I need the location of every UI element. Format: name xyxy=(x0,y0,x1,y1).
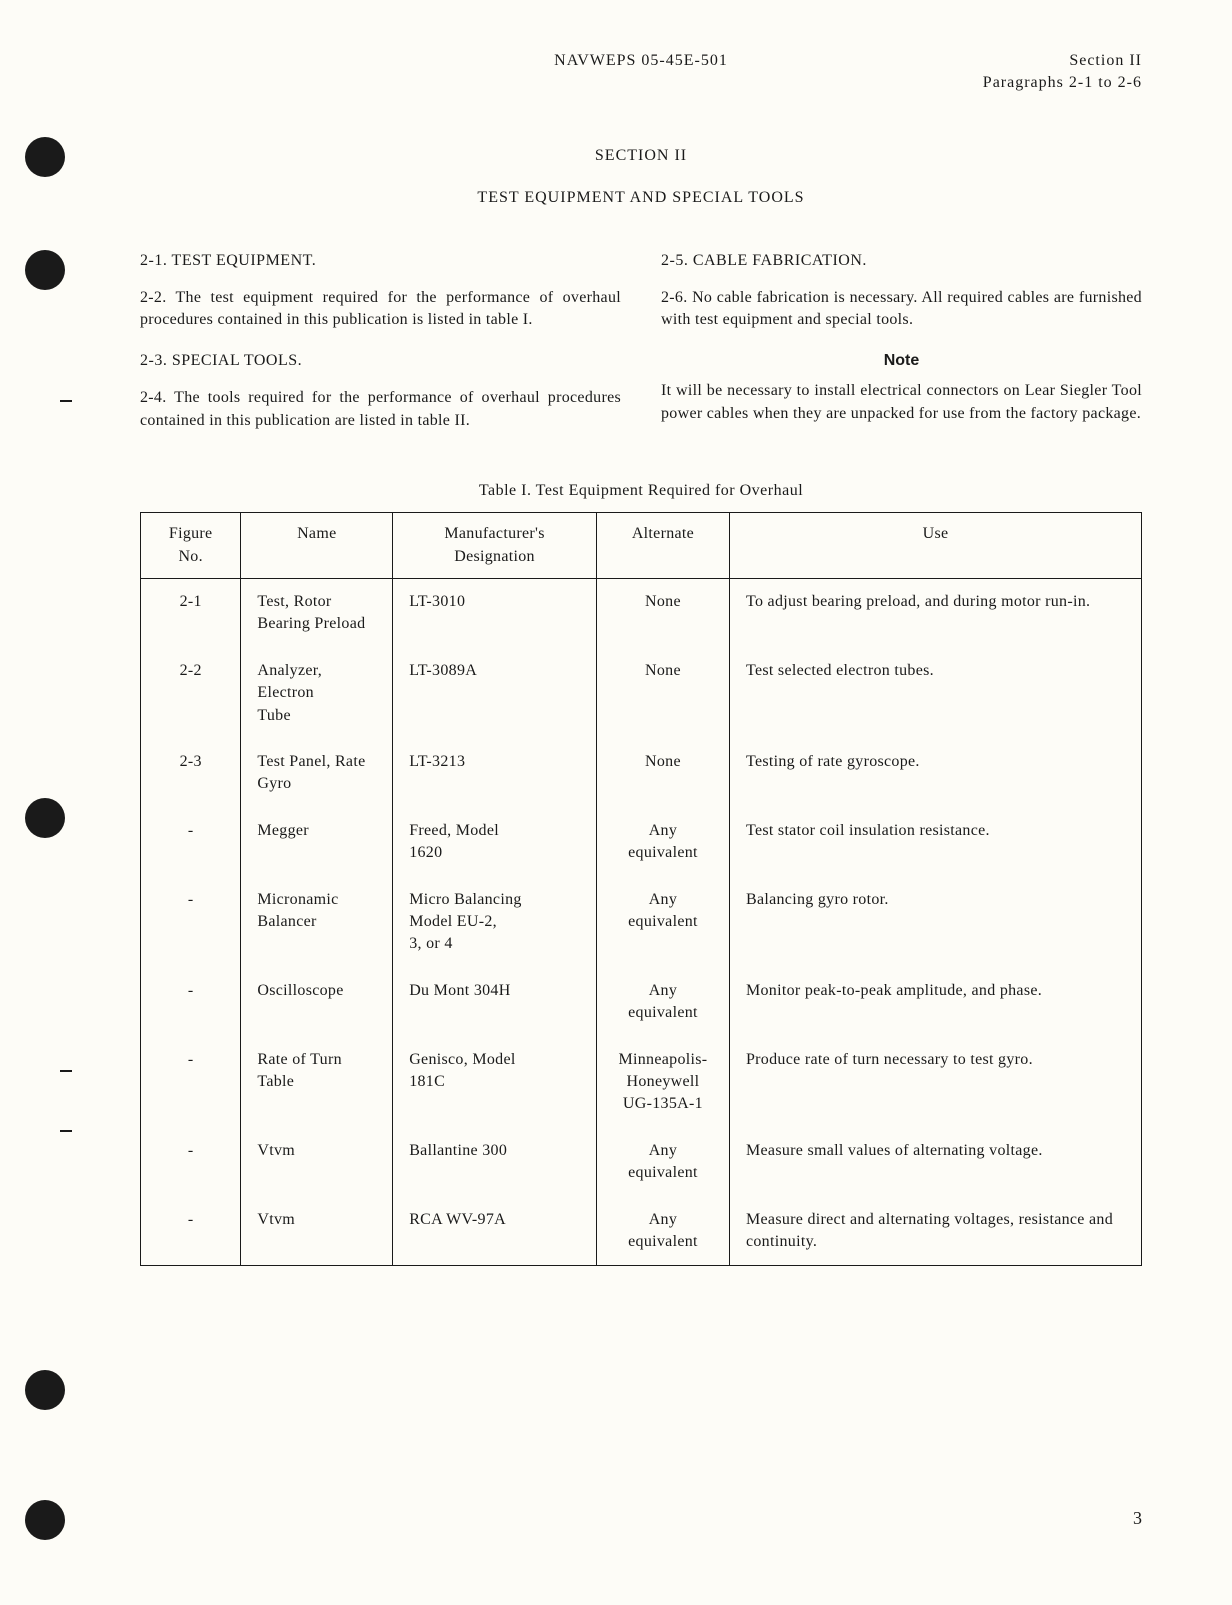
table-cell: Ballantine 300 xyxy=(393,1128,597,1197)
table-cell: Any equivalent xyxy=(596,877,729,968)
body-columns: 2-1. TEST EQUIPMENT. 2-2. The test equip… xyxy=(140,250,1142,450)
table-cell: - xyxy=(141,877,241,968)
equipment-table: Figure No.NameManufacturer's Designation… xyxy=(140,512,1142,1266)
table-row: -MeggerFreed, Model 1620Any equivalentTe… xyxy=(141,808,1142,877)
punch-hole xyxy=(25,1370,65,1410)
punch-hole xyxy=(25,250,65,290)
table-cell: Freed, Model 1620 xyxy=(393,808,597,877)
table-cell: LT-3089A xyxy=(393,648,597,739)
table-cell: Megger xyxy=(241,808,393,877)
para-2-6: 2-6. No cable fabrication is necessary. … xyxy=(661,287,1142,332)
table-cell: - xyxy=(141,1128,241,1197)
table-cell: 2-3 xyxy=(141,739,241,808)
table-body: 2-1Test, Rotor Bearing PreloadLT-3010Non… xyxy=(141,579,1142,1266)
table-cell: Any equivalent xyxy=(596,1197,729,1266)
table-cell: Du Mont 304H xyxy=(393,968,597,1037)
margin-dash xyxy=(60,1130,72,1132)
table-caption: Table I. Test Equipment Required for Ove… xyxy=(140,480,1142,502)
note-text: It will be necessary to install electric… xyxy=(661,380,1142,425)
table-cell: None xyxy=(596,579,729,648)
table-cell: None xyxy=(596,648,729,739)
table-row: -Rate of Turn TableGenisco, Model 181CMi… xyxy=(141,1037,1142,1128)
left-column: 2-1. TEST EQUIPMENT. 2-2. The test equip… xyxy=(140,250,621,450)
table-cell: RCA WV-97A xyxy=(393,1197,597,1266)
table-cell: Any equivalent xyxy=(596,968,729,1037)
heading-2-3: 2-3. SPECIAL TOOLS. xyxy=(140,350,621,372)
doc-id: NAVWEPS 05-45E-501 xyxy=(554,50,728,95)
table-cell: Measure direct and alternating voltages,… xyxy=(729,1197,1141,1266)
page-header: NAVWEPS 05-45E-501 Section II Paragraphs… xyxy=(140,50,1142,95)
table-cell: Produce rate of turn necessary to test g… xyxy=(729,1037,1141,1128)
table-row: 2-1Test, Rotor Bearing PreloadLT-3010Non… xyxy=(141,579,1142,648)
table-column-header: Use xyxy=(729,513,1141,579)
table-cell: Genisco, Model 181C xyxy=(393,1037,597,1128)
table-cell: Vtvm xyxy=(241,1128,393,1197)
section-title: SECTION II xyxy=(140,145,1142,167)
note-label: Note xyxy=(661,350,1142,372)
table-cell: Testing of rate gyroscope. xyxy=(729,739,1141,808)
table-cell: - xyxy=(141,968,241,1037)
table-cell: LT-3213 xyxy=(393,739,597,808)
table-cell: Minneapolis- Honeywell UG-135A-1 xyxy=(596,1037,729,1128)
table-cell: None xyxy=(596,739,729,808)
table-row: 2-3Test Panel, Rate GyroLT-3213NoneTesti… xyxy=(141,739,1142,808)
para-2-2: 2-2. The test equipment required for the… xyxy=(140,287,621,332)
margin-dash xyxy=(60,1070,72,1072)
table-column-header: Name xyxy=(241,513,393,579)
table-header-row: Figure No.NameManufacturer's Designation… xyxy=(141,513,1142,579)
punch-hole xyxy=(25,1500,65,1540)
table-cell: Monitor peak-to-peak amplitude, and phas… xyxy=(729,968,1141,1037)
table-cell: - xyxy=(141,1037,241,1128)
table-cell: Oscilloscope xyxy=(241,968,393,1037)
table-cell: LT-3010 xyxy=(393,579,597,648)
para-2-4: 2-4. The tools required for the performa… xyxy=(140,387,621,432)
table-cell: To adjust bearing preload, and during mo… xyxy=(729,579,1141,648)
table-cell: - xyxy=(141,808,241,877)
punch-hole xyxy=(25,137,65,177)
punch-hole xyxy=(25,798,65,838)
table-cell: - xyxy=(141,1197,241,1266)
page-number: 3 xyxy=(140,1506,1142,1531)
table-cell: Micronamic Balancer xyxy=(241,877,393,968)
table-row: -OscilloscopeDu Mont 304HAny equivalentM… xyxy=(141,968,1142,1037)
table-cell: Test stator coil insulation resistance. xyxy=(729,808,1141,877)
table-cell: Test selected electron tubes. xyxy=(729,648,1141,739)
table-cell: 2-2 xyxy=(141,648,241,739)
table-cell: Any equivalent xyxy=(596,1128,729,1197)
table-cell: Measure small values of alternating volt… xyxy=(729,1128,1141,1197)
table-column-header: Alternate xyxy=(596,513,729,579)
table-column-header: Manufacturer's Designation xyxy=(393,513,597,579)
table-cell: Balancing gyro rotor. xyxy=(729,877,1141,968)
heading-2-1: 2-1. TEST EQUIPMENT. xyxy=(140,250,621,272)
section-label: Section II xyxy=(942,50,1142,72)
right-column: 2-5. CABLE FABRICATION. 2-6. No cable fa… xyxy=(661,250,1142,450)
table-cell: Rate of Turn Table xyxy=(241,1037,393,1128)
table-row: -VtvmBallantine 300Any equivalentMeasure… xyxy=(141,1128,1142,1197)
paragraphs-label: Paragraphs 2-1 to 2-6 xyxy=(942,72,1142,94)
table-cell: 2-1 xyxy=(141,579,241,648)
table-cell: Micro Balancing Model EU-2, 3, or 4 xyxy=(393,877,597,968)
margin-dash xyxy=(60,400,72,402)
table-cell: Any equivalent xyxy=(596,808,729,877)
section-subtitle: TEST EQUIPMENT AND SPECIAL TOOLS xyxy=(140,187,1142,209)
table-row: 2-2Analyzer, Electron TubeLT-3089ANoneTe… xyxy=(141,648,1142,739)
heading-2-5: 2-5. CABLE FABRICATION. xyxy=(661,250,1142,272)
table-cell: Test Panel, Rate Gyro xyxy=(241,739,393,808)
table-row: -Micronamic BalancerMicro Balancing Mode… xyxy=(141,877,1142,968)
table-column-header: Figure No. xyxy=(141,513,241,579)
table-cell: Vtvm xyxy=(241,1197,393,1266)
table-row: -VtvmRCA WV-97AAny equivalentMeasure dir… xyxy=(141,1197,1142,1266)
table-cell: Analyzer, Electron Tube xyxy=(241,648,393,739)
table-cell: Test, Rotor Bearing Preload xyxy=(241,579,393,648)
